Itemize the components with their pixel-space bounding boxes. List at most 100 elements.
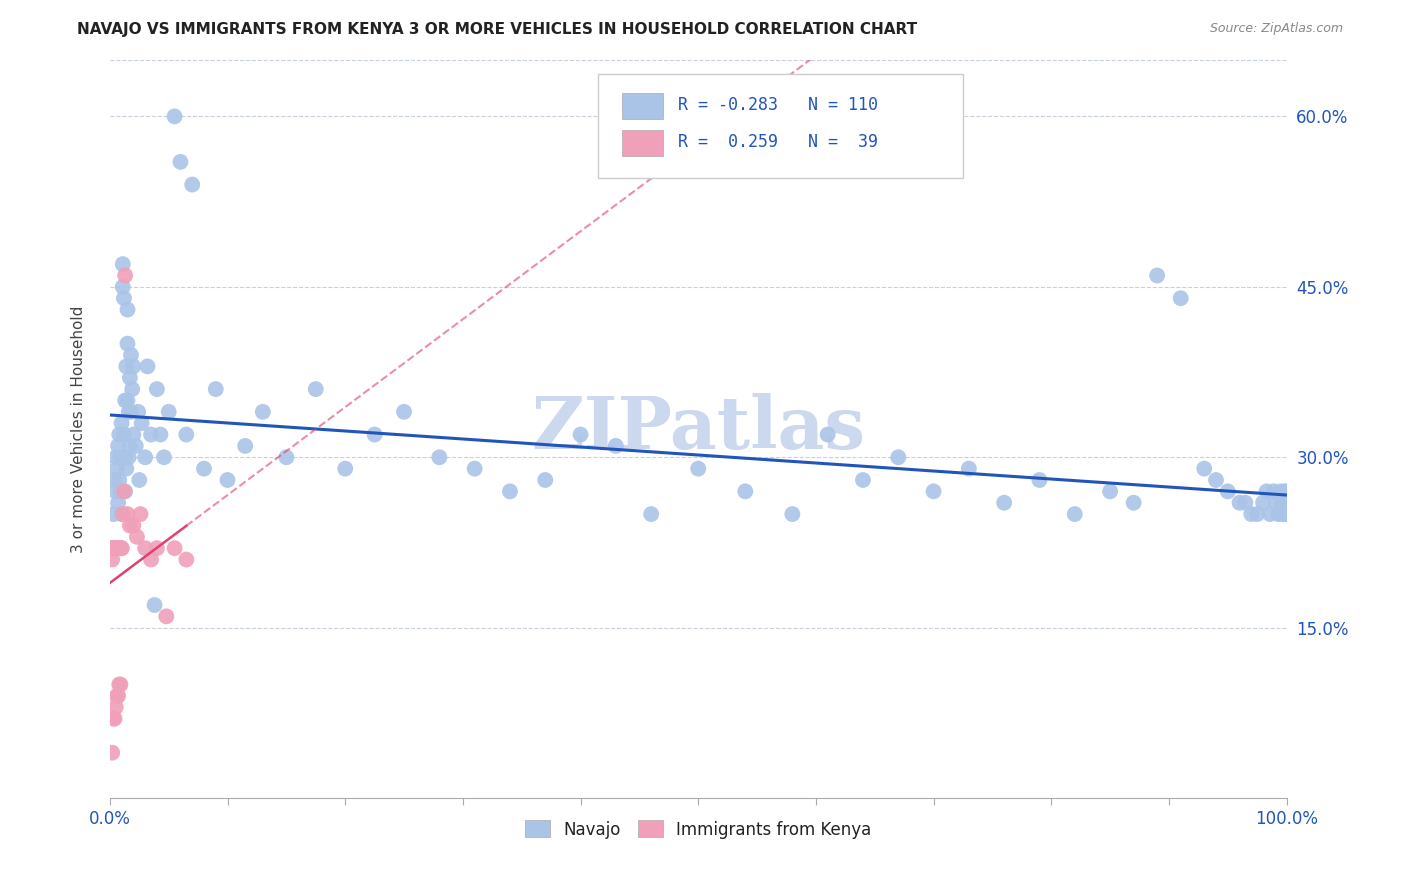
Point <box>1263 484 1285 499</box>
Legend: Navajo, Immigrants from Kenya: Navajo, Immigrants from Kenya <box>519 814 877 846</box>
Point <box>193 461 215 475</box>
Point <box>114 450 136 465</box>
Point <box>1170 291 1192 305</box>
Point <box>176 427 198 442</box>
Point <box>1216 484 1239 499</box>
Point <box>103 507 125 521</box>
FancyBboxPatch shape <box>598 74 963 178</box>
Point <box>101 541 124 556</box>
Text: Source: ZipAtlas.com: Source: ZipAtlas.com <box>1209 22 1343 36</box>
Point <box>1256 484 1278 499</box>
Point <box>122 518 145 533</box>
Point <box>112 291 135 305</box>
Y-axis label: 3 or more Vehicles in Household: 3 or more Vehicles in Household <box>72 305 86 552</box>
Point <box>163 110 186 124</box>
Point <box>103 541 125 556</box>
Point <box>117 507 139 521</box>
Bar <box>621 129 662 155</box>
Point <box>115 359 138 374</box>
Point <box>163 541 186 556</box>
Point <box>427 450 450 465</box>
Point <box>1146 268 1168 283</box>
Point <box>1271 496 1294 510</box>
Point <box>103 473 125 487</box>
Text: R = -0.283   N = 110: R = -0.283 N = 110 <box>678 96 879 114</box>
Point <box>104 700 127 714</box>
Point <box>101 746 124 760</box>
Point <box>134 450 156 465</box>
Point <box>103 541 125 556</box>
Point <box>640 507 662 521</box>
Point <box>107 496 129 510</box>
Point <box>1275 507 1298 521</box>
Point <box>125 439 148 453</box>
Point <box>957 461 980 475</box>
Point <box>217 473 239 487</box>
Point <box>139 552 162 566</box>
Point <box>688 461 710 475</box>
Point <box>817 427 839 442</box>
Point <box>129 507 152 521</box>
Point <box>112 484 135 499</box>
Point <box>107 689 129 703</box>
Point <box>1270 484 1292 499</box>
Point <box>252 405 274 419</box>
Point <box>1229 496 1251 510</box>
Point <box>100 541 122 556</box>
Point <box>1275 496 1298 510</box>
Point <box>110 416 132 430</box>
Point <box>335 461 357 475</box>
Point <box>117 302 139 317</box>
Point <box>103 712 125 726</box>
Point <box>1265 496 1288 510</box>
Point <box>100 541 122 556</box>
Point <box>128 473 150 487</box>
Point <box>1272 496 1295 510</box>
Point <box>569 427 592 442</box>
Point <box>1275 496 1298 510</box>
Point <box>169 154 191 169</box>
Point <box>1275 507 1298 521</box>
Point <box>1122 496 1144 510</box>
Point <box>852 473 875 487</box>
Point <box>1258 507 1281 521</box>
Point <box>111 257 134 271</box>
Point <box>103 712 125 726</box>
Text: NAVAJO VS IMMIGRANTS FROM KENYA 3 OR MORE VEHICLES IN HOUSEHOLD CORRELATION CHAR: NAVAJO VS IMMIGRANTS FROM KENYA 3 OR MOR… <box>77 22 918 37</box>
Text: ZIPatlas: ZIPatlas <box>531 393 865 465</box>
Point <box>125 530 148 544</box>
Point <box>155 609 177 624</box>
Point <box>122 359 145 374</box>
Point <box>1099 484 1122 499</box>
Point <box>115 461 138 475</box>
Point <box>887 450 910 465</box>
Point <box>1267 507 1289 521</box>
Point <box>105 461 128 475</box>
Point <box>146 541 169 556</box>
Point <box>782 507 804 521</box>
Point <box>108 541 131 556</box>
Point <box>104 450 127 465</box>
Point <box>131 416 153 430</box>
Point <box>108 427 131 442</box>
Point <box>110 541 132 556</box>
Point <box>136 359 159 374</box>
Point <box>117 336 139 351</box>
Point <box>108 677 131 691</box>
Point <box>110 450 132 465</box>
Point <box>1275 496 1298 510</box>
Point <box>204 382 226 396</box>
Point <box>139 427 162 442</box>
Point <box>157 405 180 419</box>
Point <box>103 541 125 556</box>
Bar <box>621 93 662 119</box>
Point <box>114 268 136 283</box>
Point <box>118 439 141 453</box>
Point <box>605 439 627 453</box>
Point <box>118 370 141 384</box>
Point <box>276 450 298 465</box>
Point <box>110 677 132 691</box>
Point <box>105 541 128 556</box>
Point <box>122 427 145 442</box>
Point <box>1275 484 1298 499</box>
